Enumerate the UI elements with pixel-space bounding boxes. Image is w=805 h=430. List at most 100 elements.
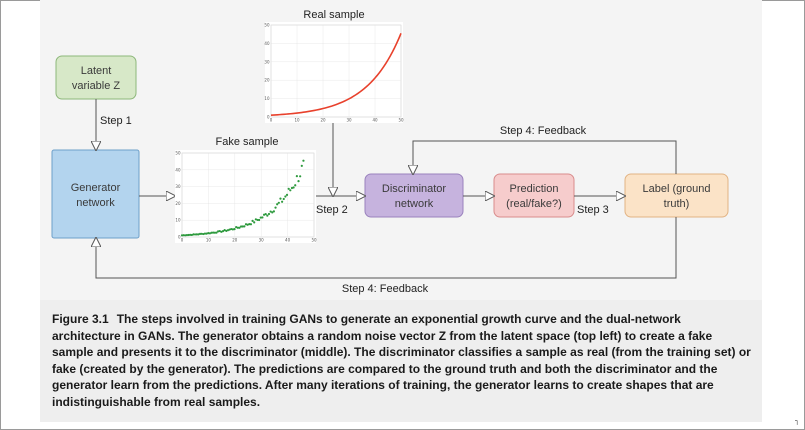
real-x-tick-label: 40 xyxy=(372,118,378,123)
fake-sample-point xyxy=(207,231,210,235)
fake-sample-point xyxy=(267,212,271,216)
latent-label-line1: Latent xyxy=(81,65,112,77)
real-y-tick-label: 10 xyxy=(264,96,270,101)
fake-sample-point xyxy=(184,234,187,237)
latent-label-line2: variable Z xyxy=(72,80,121,92)
fake-sample-point xyxy=(218,229,221,233)
fake-sample-point xyxy=(189,233,192,236)
fake-sample-point xyxy=(284,195,287,198)
fake-y-tick-label: 10 xyxy=(175,218,181,223)
fake-sample-point xyxy=(271,211,274,214)
discriminator-label-line2: network xyxy=(395,198,434,210)
fake-y-tick-label: 30 xyxy=(175,184,181,189)
fake-sample-point xyxy=(274,206,277,209)
fake-sample-point xyxy=(295,175,298,178)
fake-sample-point xyxy=(258,218,261,222)
discriminator-label-line1: Discriminator xyxy=(382,183,447,195)
fake-sample-point xyxy=(221,230,225,233)
fake-sample-point xyxy=(241,225,244,228)
fake-sample-point xyxy=(269,210,272,213)
figure-caption: Figure 3.1 The steps involved in training… xyxy=(52,311,752,410)
fake-sample-point xyxy=(210,231,213,234)
fake-sample-point xyxy=(185,234,189,237)
fake-sample-point xyxy=(182,234,185,237)
caption-panel xyxy=(40,300,762,422)
fake-y-tick-label: 50 xyxy=(175,151,181,156)
fake-sample-point xyxy=(213,231,216,234)
real-y-tick-label: 20 xyxy=(264,78,270,83)
feedback-bottom-label: Step 4: Feedback xyxy=(342,283,429,295)
real-x-tick-label: 30 xyxy=(346,118,352,123)
real-x-tick-label: 10 xyxy=(294,118,300,123)
step3-label: Step 3 xyxy=(577,204,609,216)
fake-sample-point xyxy=(217,230,220,233)
fake-y-tick-label: 40 xyxy=(175,167,181,172)
fake-sample-point xyxy=(294,184,297,187)
fake-sample-point xyxy=(187,233,190,237)
fake-y-tick-label: 0 xyxy=(178,235,181,240)
fake-sample-point xyxy=(253,221,256,224)
fake-sample-point xyxy=(299,175,302,178)
label-node-line2: truth) xyxy=(664,198,690,210)
feedback-top-label: Step 4: Feedback xyxy=(500,125,587,137)
fake-sample-point xyxy=(272,210,275,213)
fake-sample-point xyxy=(248,223,251,226)
fake-sample-point xyxy=(249,223,253,226)
prediction-label-line1: Prediction xyxy=(510,183,559,195)
label-node-line1: Label (ground xyxy=(643,183,711,195)
fake-sample-point xyxy=(215,231,218,234)
prediction-node: Prediction (real/fake?) xyxy=(493,173,575,218)
real-y-tick-label: 30 xyxy=(264,59,270,64)
resize-corner-icon: ┐ xyxy=(795,417,800,425)
fake-sample-point xyxy=(281,200,284,203)
fake-sample-point xyxy=(243,225,246,228)
fake-sample-point xyxy=(282,197,285,201)
real-y-tick-label: 50 xyxy=(264,23,270,28)
fake-sample-points xyxy=(180,159,305,237)
real-x-tick-label: 0 xyxy=(270,118,273,123)
fake-x-tick-label: 40 xyxy=(285,238,291,243)
fake-sample-point xyxy=(203,232,207,235)
fake-sample-point xyxy=(202,232,205,236)
fake-x-tick-label: 50 xyxy=(311,238,317,243)
generator-network-node: Generator network xyxy=(51,149,140,239)
fake-y-tick-label: 20 xyxy=(175,201,181,206)
real-exponential-curve xyxy=(270,33,402,116)
fake-sample-point xyxy=(285,193,289,197)
fake-sample-point xyxy=(287,187,290,190)
generator-label-line2: network xyxy=(76,197,115,209)
real-x-tick-label: 50 xyxy=(398,118,404,123)
fake-sample-point xyxy=(256,218,259,222)
fake-sample-point xyxy=(292,186,295,189)
fake-sample-point xyxy=(279,197,282,200)
fake-x-tick-label: 20 xyxy=(232,238,238,243)
fake-x-tick-label: 10 xyxy=(206,238,212,243)
fake-sample-point xyxy=(223,229,226,232)
label-ground-truth-node: Label (ground truth) xyxy=(624,173,729,218)
fake-sample-point xyxy=(198,232,202,235)
real-y-tick-label: 40 xyxy=(264,41,270,46)
fake-sample-point xyxy=(200,232,203,235)
figure-number: Figure 3.1 xyxy=(52,312,109,326)
fake-sample-point xyxy=(239,225,243,228)
fake-sample-point xyxy=(259,216,262,219)
real-x-tick-label: 20 xyxy=(320,118,326,123)
real-sample-title: Real sample xyxy=(303,9,364,21)
fake-sample-point xyxy=(297,180,300,183)
step2-label: Step 2 xyxy=(316,204,348,216)
step1-label: Step 1 xyxy=(100,115,132,127)
fake-sample-point xyxy=(266,214,269,217)
fake-sample-point xyxy=(212,231,215,234)
fake-sample-point xyxy=(236,226,239,229)
fake-sample-point xyxy=(264,213,267,216)
fake-sample-point xyxy=(194,233,197,236)
prediction-label-line2: (real/fake?) xyxy=(506,198,562,210)
gan-diagram: Latent variable Z Generator network Disc… xyxy=(51,9,729,295)
fake-x-tick-label: 0 xyxy=(181,238,184,243)
fake-sample-point xyxy=(277,201,280,204)
latent-variable-node: Latent variable Z xyxy=(55,55,137,100)
fake-sample-point xyxy=(261,216,264,219)
fake-x-tick-label: 30 xyxy=(259,238,265,243)
